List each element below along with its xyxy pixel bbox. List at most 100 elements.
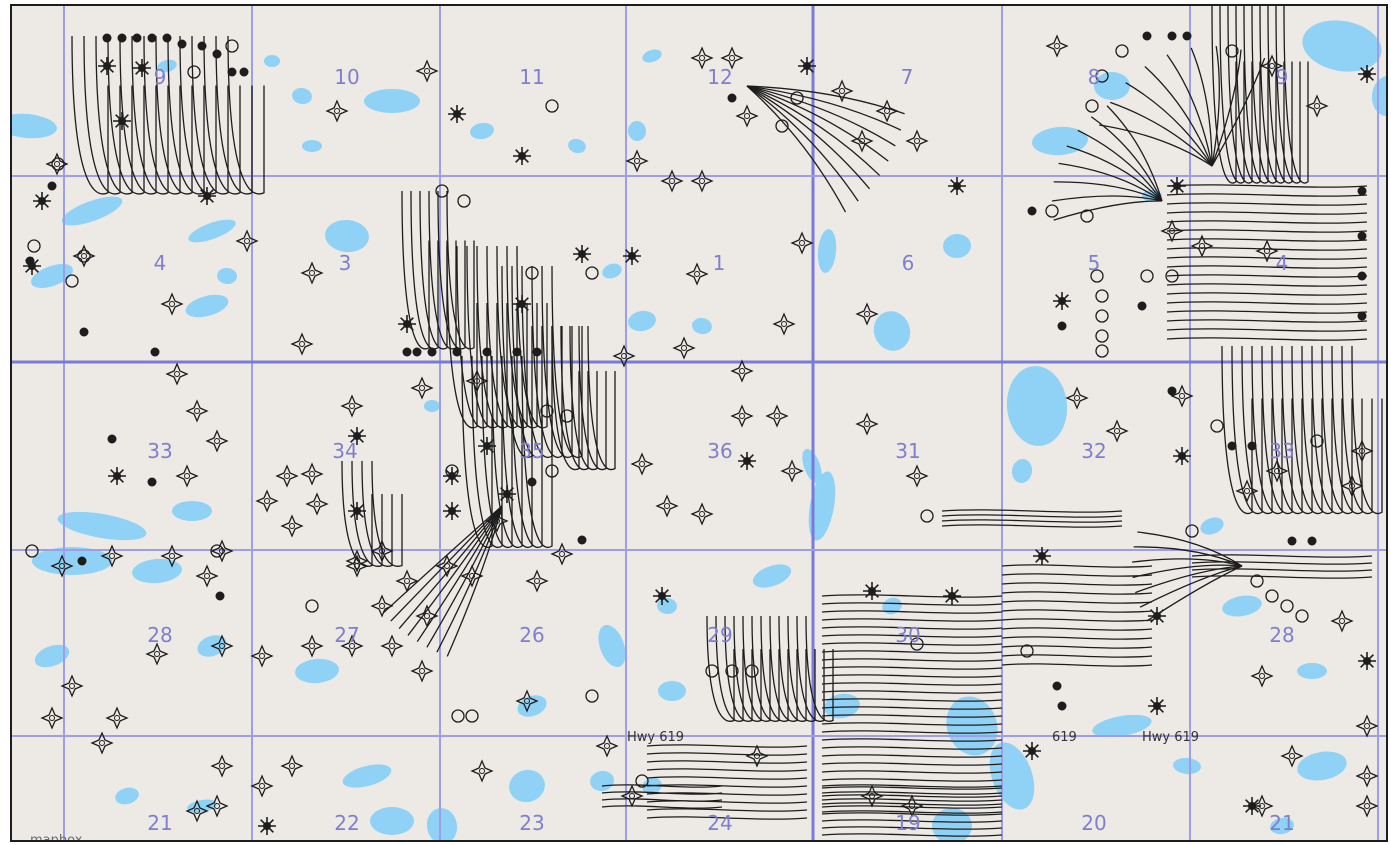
section-number: 4 (1276, 251, 1289, 275)
well-trajectory (746, 85, 859, 202)
water-body (34, 644, 70, 668)
open-circle-icon (585, 266, 599, 280)
well-trajectory (1166, 274, 1368, 278)
cross-diamond-icon (1235, 479, 1259, 503)
circle-dot-icon (1287, 536, 1297, 546)
well-trajectory (646, 776, 808, 780)
cross-diamond-icon (380, 634, 404, 658)
well-trajectory (1331, 345, 1363, 515)
well-trajectory (821, 786, 1003, 790)
well-trajectory (1066, 145, 1163, 202)
circle-dot-icon (412, 347, 422, 357)
open-circle-icon (725, 664, 739, 678)
well-trajectory (941, 509, 1123, 513)
open-circle-icon (790, 91, 804, 105)
well-trajectory (821, 682, 1003, 686)
well-trajectory (1275, 6, 1301, 184)
well-trajectory (821, 674, 1003, 678)
well-trajectory (821, 706, 1003, 710)
cross-diamond-icon (1255, 239, 1279, 263)
water-body (424, 400, 440, 412)
circle-dot-icon (132, 33, 142, 43)
well-trajectory (1271, 345, 1303, 515)
well-trajectory (1166, 301, 1368, 305)
well-trajectory (746, 85, 871, 190)
well-trajectory (1311, 345, 1343, 515)
well-trajectory (1243, 6, 1269, 184)
water-body (658, 681, 686, 701)
section-number: 3 (339, 251, 352, 275)
circle-dot-icon (1142, 31, 1152, 41)
star-burst-icon (198, 187, 216, 205)
well-trajectory (476, 245, 508, 429)
section-number: 22 (334, 811, 359, 835)
well-trajectory (191, 35, 229, 195)
well-trajectory (71, 35, 109, 195)
cross-diamond-icon (730, 359, 754, 383)
section-number: 24 (707, 811, 732, 835)
circle-dot-icon (427, 347, 437, 357)
road-label: Hwy 619 (1142, 730, 1199, 745)
water-body (1371, 76, 1386, 116)
circle-dot-icon (1357, 271, 1367, 281)
cross-diamond-icon (210, 634, 234, 658)
open-circle-icon (705, 664, 719, 678)
open-circle-icon (920, 509, 934, 523)
open-circle-icon (545, 464, 559, 478)
well-trajectory (821, 805, 1003, 809)
well-trajectory (1166, 292, 1368, 296)
open-circle-icon (1225, 44, 1239, 58)
well-trajectory (1132, 564, 1243, 579)
circle-dot-icon (177, 39, 187, 49)
well-trajectory (796, 615, 825, 722)
section-number: 21 (147, 811, 172, 835)
map-viewport[interactable]: 9 10 11 12 7 8 9 4 3 1 6 5 4 33 34 35 36 31 32 33 28 27 26 29 30… (10, 4, 1388, 842)
cross-diamond-icon (1305, 94, 1329, 118)
well-trajectory (746, 85, 847, 213)
well-trajectory (1341, 345, 1373, 515)
well-trajectory (428, 190, 457, 350)
star-burst-icon (98, 57, 116, 75)
cross-diamond-icon (730, 404, 754, 428)
well-trajectory (821, 594, 1003, 598)
cross-diamond-icon (275, 464, 299, 488)
water-body (187, 799, 217, 813)
star-burst-icon (623, 247, 641, 265)
well-trajectory (398, 505, 503, 629)
well-trajectory (1283, 6, 1309, 184)
cross-diamond-icon (1105, 419, 1129, 443)
open-circle-icon (525, 266, 539, 280)
open-circle-icon (187, 65, 201, 79)
cross-diamond-icon (60, 674, 84, 698)
well-trajectory (601, 791, 723, 795)
cross-diamond-icon (370, 539, 394, 563)
well-trajectory (1001, 591, 1153, 595)
cross-diamond-icon (340, 394, 364, 418)
star-burst-icon (1148, 697, 1166, 715)
well-trajectory (1166, 220, 1368, 224)
well-trajectory (746, 85, 902, 131)
well-trajectory (1166, 54, 1213, 167)
section-number: 26 (519, 623, 544, 647)
well-trajectory (1301, 345, 1333, 515)
circle-dot-icon (197, 41, 207, 51)
well-trajectory (1090, 116, 1163, 202)
section-number: 36 (707, 439, 732, 463)
well-trajectory (821, 798, 1003, 802)
circle-dot-icon (215, 591, 225, 601)
well-trajectory (941, 519, 1123, 523)
well-trajectory (941, 524, 1123, 528)
map-attribution[interactable]: mapbox (30, 833, 83, 842)
water-body (115, 787, 139, 805)
well-trajectory (1281, 345, 1313, 515)
star-burst-icon (738, 452, 756, 470)
well-trajectory (760, 615, 789, 722)
well-trajectory (1110, 101, 1213, 167)
well-trajectory (821, 762, 1003, 766)
circle-dot-icon (239, 67, 249, 77)
well-trajectory (821, 784, 1003, 788)
well-trajectory (821, 833, 1003, 837)
circle-dot-icon (1027, 206, 1037, 216)
water-body (752, 564, 792, 588)
section-grid (12, 6, 1386, 840)
